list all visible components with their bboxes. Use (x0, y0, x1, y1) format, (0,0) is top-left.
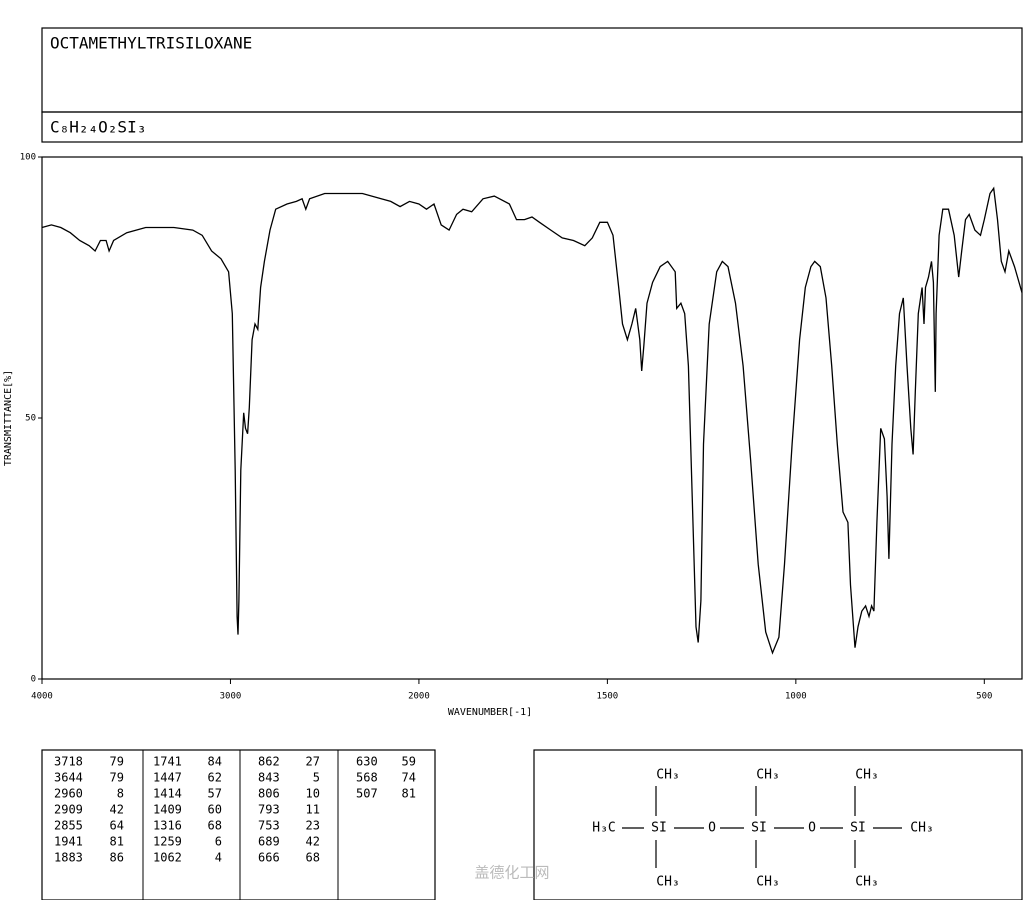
watermark: 盖德化工网 (474, 864, 549, 882)
bonds (622, 786, 902, 868)
peak-transmittance: 79 (110, 755, 124, 769)
y-axis-label: TRANSMITTANCE[%] (3, 370, 14, 466)
peak-wavenumber: 666 (258, 851, 280, 865)
peak-wavenumber: 2960 (54, 787, 83, 801)
x-tick-label: 3000 (220, 692, 242, 702)
peak-transmittance: 64 (110, 819, 124, 833)
atom: SI (751, 821, 767, 836)
y-tick-label: 100 (20, 153, 36, 163)
atom: CH₃ (855, 875, 878, 890)
peak-transmittance: 8 (117, 787, 124, 801)
peak-transmittance: 57 (208, 787, 222, 801)
peak-transmittance: 11 (306, 803, 320, 817)
atom: CH₃ (756, 768, 779, 783)
peak-wavenumber: 507 (356, 787, 378, 801)
peak-wavenumber: 1409 (153, 803, 182, 817)
structure-labels: CH₃ CH₃ CH₃ H₃C SI O SI O SI CH₃ CH₃ CH₃… (592, 768, 933, 890)
peak-transmittance: 68 (306, 851, 320, 865)
atom: SI (651, 821, 667, 836)
peak-transmittance: 81 (402, 787, 416, 801)
formula: C₈H₂₄O₂SI₃ (50, 118, 146, 137)
peak-transmittance: 59 (402, 755, 416, 769)
x-tick-label: 500 (976, 692, 992, 702)
peak-wavenumber: 1741 (153, 755, 182, 769)
peak-wavenumber: 568 (356, 771, 378, 785)
peak-transmittance: 42 (110, 803, 124, 817)
peak-wavenumber: 793 (258, 803, 280, 817)
peak-transmittance: 23 (306, 819, 320, 833)
peak-wavenumber: 3718 (54, 755, 83, 769)
atom: H₃C (592, 821, 615, 836)
y-tick-label: 0 (31, 675, 36, 685)
peak-transmittance: 62 (208, 771, 222, 785)
peak-wavenumber: 753 (258, 819, 280, 833)
formula-box (41, 111, 1023, 143)
peak-wavenumber: 1941 (54, 835, 83, 849)
atom: CH₃ (910, 821, 933, 836)
peak-wavenumber: 1447 (153, 771, 182, 785)
peak-wavenumber: 3644 (54, 771, 83, 785)
peak-wavenumber: 806 (258, 787, 280, 801)
peak-wavenumber: 630 (356, 755, 378, 769)
peak-transmittance: 4 (215, 851, 222, 865)
y-tick-label: 50 (25, 414, 36, 424)
peak-transmittance: 74 (402, 771, 416, 785)
x-tick-label: 1500 (597, 692, 619, 702)
peak-wavenumber: 1316 (153, 819, 182, 833)
structure-box (533, 749, 1023, 900)
peak-transmittance: 6 (215, 835, 222, 849)
peak-wavenumber: 2855 (54, 819, 83, 833)
plot-frame (41, 156, 1023, 680)
peak-table (41, 749, 436, 900)
atom: CH₃ (756, 875, 779, 890)
atom: SI (850, 821, 866, 836)
peak-wavenumber: 1062 (153, 851, 182, 865)
peak-transmittance: 79 (110, 771, 124, 785)
atom: O (808, 821, 816, 836)
peak-transmittance: 10 (306, 787, 320, 801)
atom: O (708, 821, 716, 836)
peak-transmittance: 86 (110, 851, 124, 865)
peak-wavenumber: 2909 (54, 803, 83, 817)
peak-transmittance: 42 (306, 835, 320, 849)
peak-transmittance: 5 (313, 771, 320, 785)
peak-wavenumber: 862 (258, 755, 280, 769)
atom: CH₃ (656, 768, 679, 783)
atom: CH₃ (656, 875, 679, 890)
peak-wavenumber: 689 (258, 835, 280, 849)
peak-wavenumber: 1414 (153, 787, 182, 801)
peak-transmittance: 27 (306, 755, 320, 769)
x-tick-label: 2000 (408, 692, 430, 702)
peak-transmittance: 60 (208, 803, 222, 817)
peak-wavenumber: 1883 (54, 851, 83, 865)
peak-transmittance: 81 (110, 835, 124, 849)
compound-name: OCTAMETHYLTRISILOXANE (50, 34, 252, 53)
peak-transmittance: 68 (208, 819, 222, 833)
atom: CH₃ (855, 768, 878, 783)
peak-transmittance: 84 (208, 755, 222, 769)
spectrum-line (41, 186, 1023, 655)
x-tick-label: 1000 (785, 692, 807, 702)
x-tick-label: 4000 (31, 692, 53, 702)
peak-wavenumber: 843 (258, 771, 280, 785)
peak-wavenumber: 1259 (153, 835, 182, 849)
x-axis-label: WAVENUMBER[-1] (448, 707, 532, 718)
